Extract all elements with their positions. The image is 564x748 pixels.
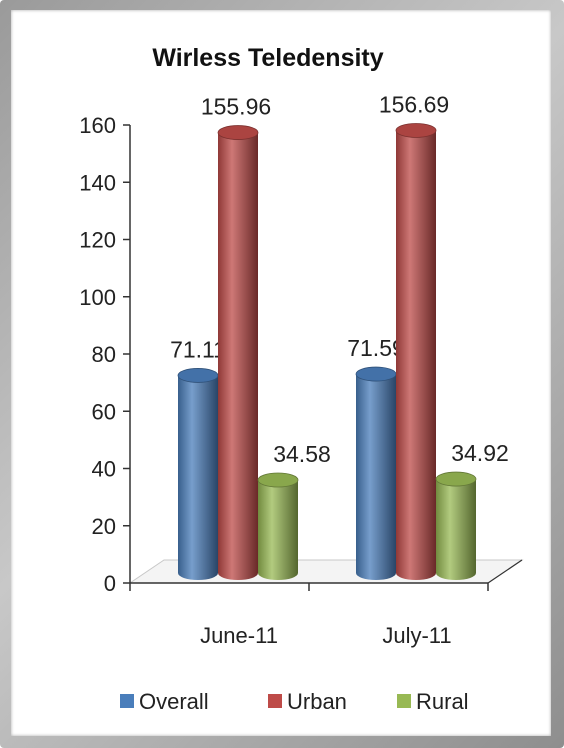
legend-label: Urban <box>287 689 347 714</box>
bar-top <box>217 125 259 140</box>
legend-label: Rural <box>416 689 469 714</box>
bar-body <box>258 480 298 580</box>
bar-body <box>356 374 396 580</box>
y-tick-label: 160 <box>79 113 116 138</box>
legend-item-urban: Urban <box>268 689 347 714</box>
bar-rural-july-11 <box>435 471 477 580</box>
bar-top <box>395 123 437 138</box>
data-label: 155.96 <box>201 94 271 120</box>
y-tick-label: 40 <box>92 457 116 482</box>
y-tick-label: 60 <box>92 399 116 424</box>
bar-top <box>435 471 477 487</box>
bar-urban-july-11 <box>395 123 437 581</box>
plot-area: 0 20 40 60 80 100 120 140 160 71.11 155.96 34.58 Jun… <box>79 91 524 648</box>
bar-top <box>355 366 397 382</box>
bar-rural-june-11 <box>257 472 299 580</box>
x-tick-label: July-11 <box>382 623 451 648</box>
data-label: 34.92 <box>451 440 509 466</box>
legend-swatch <box>268 694 282 708</box>
data-label: 156.69 <box>379 91 449 117</box>
y-tick-label: 80 <box>92 342 116 367</box>
legend-item-rural: Rural <box>397 689 469 714</box>
chart-title: Wirless Teledensity <box>152 44 383 72</box>
y-tick-label: 20 <box>92 514 116 539</box>
legend-swatch <box>397 694 411 708</box>
legend-item-overall: Overall <box>120 689 209 714</box>
legend-swatch <box>120 694 134 708</box>
data-label: 34.58 <box>273 441 331 467</box>
x-tick-label: June-11 <box>200 623 278 648</box>
y-tick-label: 100 <box>79 285 116 310</box>
chart-panel <box>11 10 551 736</box>
bar-body <box>218 132 258 580</box>
bar-body <box>436 479 476 580</box>
x-axis-depth <box>487 559 523 584</box>
bar-overall-july-11 <box>355 366 397 580</box>
bar-urban-june-11 <box>217 125 259 580</box>
bar-overall-june-11 <box>177 368 219 580</box>
y-tick-label: 140 <box>79 170 116 195</box>
bar-body <box>396 130 436 581</box>
bar-body <box>178 375 218 580</box>
bar-top <box>257 472 299 488</box>
y-tick-label: 0 <box>104 571 116 596</box>
legend: Overall Urban Rural <box>120 689 469 714</box>
data-label: 71.59 <box>347 335 405 361</box>
legend-label: Overall <box>139 689 209 714</box>
y-tick-label: 120 <box>79 228 116 253</box>
data-label: 71.11 <box>170 336 226 362</box>
bar-top <box>177 368 219 383</box>
